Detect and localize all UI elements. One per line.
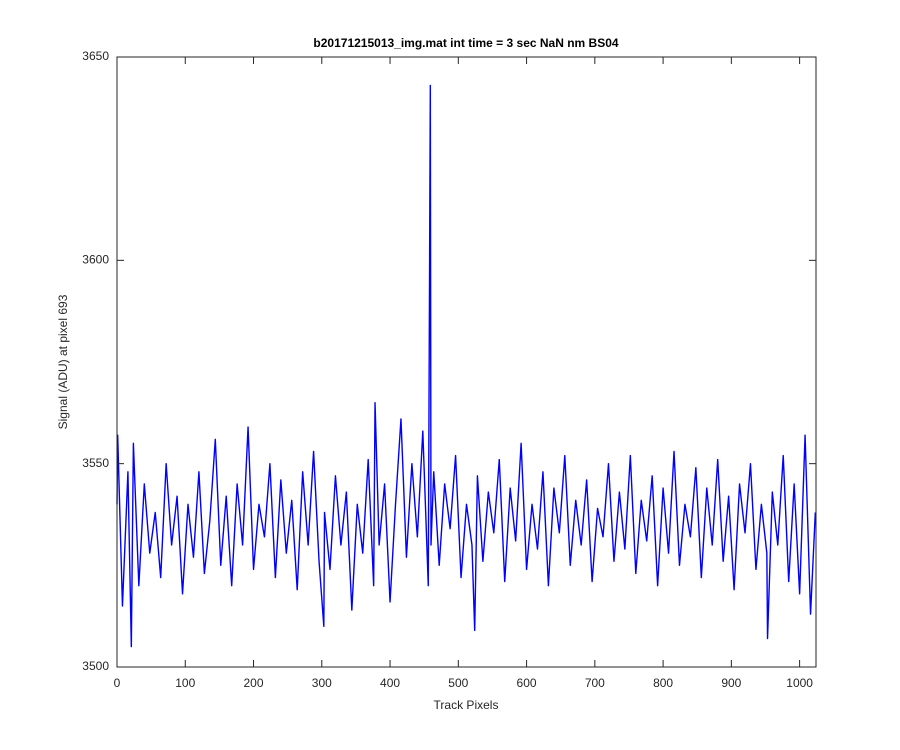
- x-tick-label: 400: [380, 676, 400, 690]
- x-tick-label: 0: [114, 676, 121, 690]
- x-tick-label: 300: [312, 676, 332, 690]
- y-tick-label: 3500: [82, 659, 109, 673]
- x-tick-label: 900: [721, 676, 741, 690]
- x-axis-label: Track Pixels: [434, 698, 499, 712]
- data-line: [116, 84, 817, 648]
- y-tick-label: 3600: [82, 253, 109, 267]
- chart-title: b20171215013_img.mat int time = 3 sec Na…: [313, 36, 618, 50]
- x-tick-label: 700: [585, 676, 605, 690]
- x-tick-label: 600: [517, 676, 537, 690]
- plot-area: [116, 84, 817, 648]
- y-tick-label: 3550: [82, 456, 109, 470]
- x-tick-label: 500: [448, 676, 468, 690]
- y-tick-label: 3650: [82, 49, 109, 63]
- x-tick-label: 1000: [786, 676, 813, 690]
- axes-box: [116, 56, 817, 668]
- x-tick-label: 200: [244, 676, 264, 690]
- y-axis-label: Signal (ADU) at pixel 693: [56, 294, 70, 429]
- x-tick-label: 800: [653, 676, 673, 690]
- x-tick-label: 100: [175, 676, 195, 690]
